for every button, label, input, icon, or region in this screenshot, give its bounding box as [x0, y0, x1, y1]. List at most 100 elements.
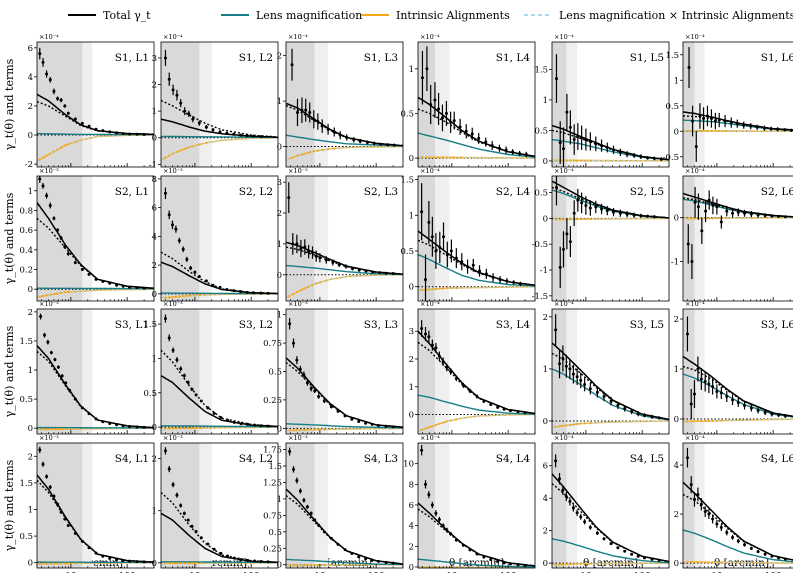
ia-point: [175, 562, 179, 565]
ia-point: [572, 562, 575, 566]
data-point: [60, 374, 64, 378]
y-tick-label: 0: [543, 417, 548, 427]
data-point: [66, 111, 70, 115]
total-curve: [286, 357, 403, 428]
ia-point: [434, 423, 437, 427]
ia-point: [565, 424, 568, 427]
ia-point: [41, 156, 45, 159]
y-tick-label: 1: [28, 366, 33, 376]
ia-point: [442, 287, 445, 290]
y-tick-label: 1.5: [665, 51, 679, 61]
ia-point: [584, 159, 587, 162]
data-point: [576, 198, 580, 202]
data-point: [266, 560, 270, 564]
ia-point: [427, 288, 430, 291]
ia-point: [696, 420, 700, 423]
data-point: [632, 213, 636, 217]
cross-term-curve: [418, 156, 535, 159]
data-point: [497, 146, 501, 150]
panel-label: S1, L1: [115, 52, 149, 64]
data-point: [204, 125, 208, 129]
ia-point: [711, 561, 714, 564]
data-point: [441, 360, 445, 364]
ia-point: [191, 145, 194, 148]
panel-frame: [417, 175, 536, 302]
panel: 0 0.2 0.4 0.6 0.8 1 ×10⁻³ S2, L1: [19, 167, 155, 302]
data-point: [707, 198, 711, 202]
ia-point: [445, 156, 448, 159]
panel-frame: [160, 175, 279, 302]
panel-frame: [551, 308, 670, 435]
ia-point: [306, 564, 309, 567]
data-point: [707, 512, 711, 516]
data-point: [783, 128, 787, 132]
y-axis-label: γ_t(θ) and terms: [3, 58, 16, 150]
ia-point: [715, 419, 718, 422]
ia-point: [46, 428, 49, 431]
data-point: [424, 482, 428, 486]
y-tick-label: 0.8: [19, 206, 33, 216]
y-tick-label: 1: [409, 383, 414, 393]
ia-point: [704, 561, 707, 564]
ia-point: [53, 428, 56, 431]
magnification-curve: [37, 132, 154, 136]
axis-exponent: ×10⁻⁴: [554, 434, 574, 442]
y-tick-label: 1: [277, 240, 282, 250]
y-tick-label: -1: [671, 258, 679, 268]
ia-point: [686, 560, 689, 564]
panel: -2 0 2 4 6 ×10⁻⁴ S1, L1: [25, 33, 155, 170]
y-tick-label: 0: [277, 271, 282, 281]
data-point: [167, 336, 171, 340]
data-point: [508, 562, 512, 566]
ia-point: [420, 428, 423, 432]
y-tick-label: 0: [409, 411, 414, 421]
data-point: [313, 389, 317, 393]
data-point: [429, 103, 433, 106]
panel-plot-area: [683, 443, 793, 568]
ia-point: [446, 287, 449, 290]
data-point: [583, 383, 587, 387]
data-point: [478, 269, 482, 273]
ia-point: [572, 423, 575, 426]
data-point: [482, 555, 486, 559]
data-point: [756, 550, 760, 554]
data-point: [561, 247, 565, 251]
data-point: [652, 215, 656, 219]
cross-term-curve: [683, 561, 793, 564]
data-point: [770, 214, 774, 218]
ia-point: [198, 143, 201, 146]
ia-point: [74, 427, 77, 431]
data-point: [711, 203, 715, 207]
data-point: [115, 423, 119, 427]
data-point: [609, 399, 613, 403]
data-point: [516, 563, 520, 567]
panel-plot-area: [286, 176, 403, 301]
data-point: [299, 247, 303, 251]
ia-point: [179, 149, 182, 152]
total-curve: [161, 374, 278, 428]
data-point: [219, 416, 223, 420]
y-tick-label: 0: [277, 143, 282, 153]
ia-point: [179, 562, 182, 565]
data-point: [225, 288, 229, 292]
ia-point: [434, 566, 437, 568]
data-point: [171, 348, 175, 352]
panel-label: S4, L3: [364, 453, 398, 465]
data-point: [657, 416, 661, 420]
data-point: [731, 535, 735, 539]
panel: 0 0.5 1 1.5 2 ×10⁻³ S3, L1: [19, 300, 155, 435]
data-point: [142, 560, 146, 564]
ia-point: [45, 154, 48, 157]
ia-point: [718, 129, 721, 133]
data-point: [345, 135, 349, 139]
data-point: [378, 271, 382, 275]
ia-point: [313, 428, 316, 431]
data-point: [66, 523, 70, 527]
axis-exponent: ×10⁻⁴: [554, 167, 574, 175]
data-point: [694, 145, 698, 149]
data-point: [211, 283, 215, 287]
panel: 0 1 2 3 ×10⁻³ S2, L3: [277, 167, 404, 302]
ia-point: [579, 422, 582, 425]
ia-point: [429, 156, 432, 159]
